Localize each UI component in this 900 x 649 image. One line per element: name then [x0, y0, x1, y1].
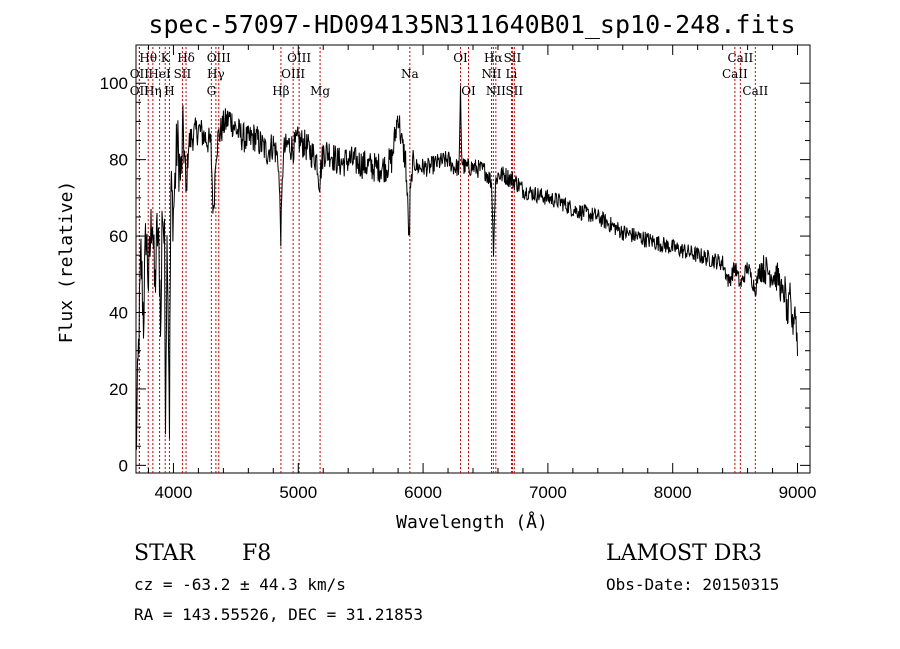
- spectral-line-label: K: [161, 51, 171, 65]
- spectral-line-label: OII: [130, 84, 150, 98]
- y-tick-label: 20: [109, 380, 128, 399]
- spectral-line-label: OIII: [281, 67, 305, 81]
- x-tick-label: 5000: [279, 483, 317, 502]
- spectral-line-label: HeI: [148, 67, 171, 81]
- spectral-line-label: OIII: [207, 51, 231, 65]
- spectral-line-label: Mg: [310, 84, 330, 98]
- x-axis-ticks: 4000 5000 6000 7000 8000 9000: [147, 45, 817, 502]
- spectral-line-label: Hγ: [207, 67, 225, 81]
- spectral-line-label: G: [207, 84, 217, 98]
- spectral-line-label: NII: [481, 67, 501, 81]
- spectral-line-label: Hη: [144, 84, 162, 98]
- spectral-line-label: Na: [401, 67, 419, 81]
- spectral-line-label: Li: [506, 67, 518, 81]
- spectral-line-label: H: [164, 84, 174, 98]
- redshift-line: cz = -63.2 ± 44.3 km/s: [134, 575, 346, 594]
- y-axis-label: Flux (relative): [56, 181, 77, 344]
- x-tick-label: 9000: [779, 483, 817, 502]
- y-tick-label: 100: [100, 74, 128, 93]
- spectral-line-label: Hα: [484, 51, 503, 65]
- spectral-line-label: CaII: [742, 84, 768, 98]
- x-tick-label: 4000: [155, 483, 193, 502]
- spectral-line-label: Hβ: [272, 84, 289, 98]
- spectral-line-label: SII: [504, 51, 522, 65]
- chart-title: spec-57097-HD094135N311640B01_sp10-248.f…: [148, 10, 795, 39]
- spectral-line-markers: [138, 47, 756, 473]
- spectral-line-label: OII: [130, 67, 150, 81]
- spectral-line-label: SII: [174, 67, 192, 81]
- spectral-line-label: NII: [486, 84, 506, 98]
- spectral-line-label: OI: [453, 51, 468, 65]
- spectral-line-label: CaII: [722, 67, 748, 81]
- spectral-line-label: OI: [461, 84, 476, 98]
- y-tick-label: 60: [109, 227, 128, 246]
- spectral-line-label: OIII: [287, 51, 311, 65]
- survey-name: LAMOST DR3: [606, 541, 762, 566]
- spectrum-line: [135, 85, 798, 450]
- spectral-line-label: Hθ: [139, 51, 157, 65]
- object-class: STAR: [134, 541, 196, 566]
- y-axis-ticks: 0 20 40 60 80 100: [100, 74, 810, 475]
- y-tick-label: 80: [109, 151, 128, 170]
- spectral-line-label: CaII: [727, 51, 753, 65]
- x-tick-label: 8000: [654, 483, 692, 502]
- x-tick-label: 7000: [529, 483, 567, 502]
- y-tick-label: 0: [119, 456, 128, 475]
- spectral-line-label: SII: [505, 84, 523, 98]
- spectral-line-label: Hδ: [177, 51, 195, 65]
- coordinates: RA = 143.55526, DEC = 31.21853: [134, 605, 423, 624]
- x-tick-label: 6000: [404, 483, 442, 502]
- y-tick-label: 40: [109, 304, 128, 323]
- object-subclass: F8: [242, 541, 271, 566]
- spectrum-series: [135, 85, 798, 450]
- spectral-line-labels: OIIHθOIIHηHeIKHSIIHδGHγOIIIHβOIIIOIIIMgN…: [130, 51, 769, 98]
- x-axis-label: Wavelength (Å): [396, 511, 548, 533]
- obs-date: Obs-Date: 20150315: [606, 575, 779, 594]
